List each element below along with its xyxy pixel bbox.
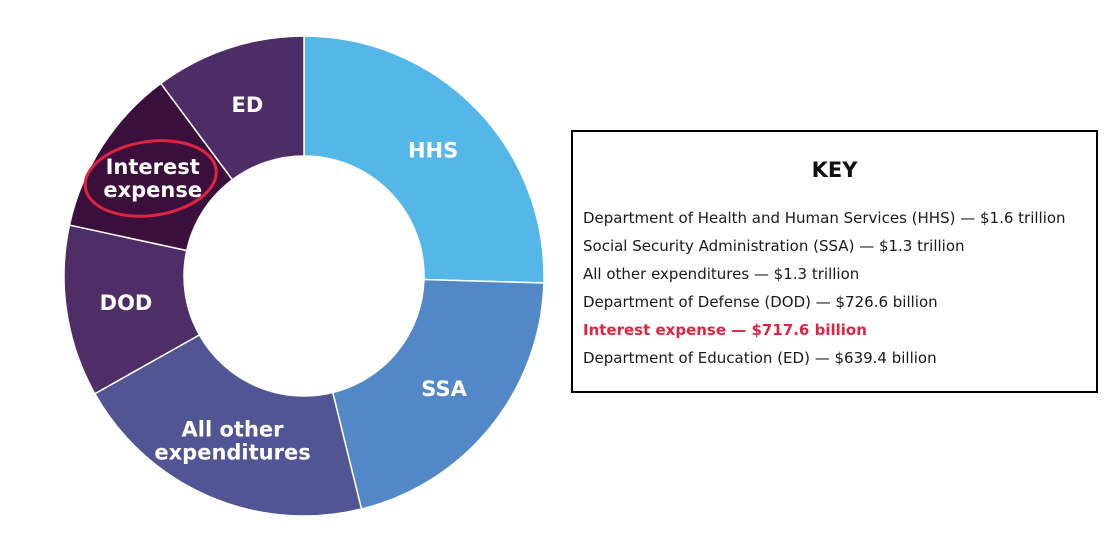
legend-item-hhs: Department of Health and Human Services … [583, 209, 1066, 227]
slice-hhs [303, 35, 545, 284]
legend-item-ssa: Social Security Administration (SSA) — $… [583, 237, 965, 255]
slice-label-all-other-expenditures: All other expenditures [154, 418, 310, 465]
slice-label-hhs: HHS [408, 139, 458, 163]
legend-title: KEY [811, 158, 858, 182]
slice-label-ssa: SSA [421, 377, 467, 401]
donut-chart: HHS SSA All other expenditures DOD Interest ex… [63, 35, 545, 517]
legend-key: KEY Department of Health and Human Servi… [571, 130, 1098, 393]
slice-label-ed: ED [232, 93, 264, 117]
legend-item-all-other: All other expenditures — $1.3 trillion [583, 265, 860, 283]
slice-all-other-expenditures [93, 333, 363, 517]
legend-item-interest-expense: Interest expense — $717.6 billion [583, 321, 867, 339]
highlight-circle [83, 139, 218, 218]
slice-label-dod: DOD [100, 291, 153, 315]
legend-list: Department of Health and Human Services … [583, 204, 1066, 372]
slice-ed [159, 35, 305, 181]
slice-label-interest-expense: Interest expense [103, 155, 202, 202]
legend-item-dod: Department of Defense (DOD) — $726.6 bil… [583, 293, 938, 311]
legend-item-ed: Department of Education (ED) — $639.4 bi… [583, 349, 937, 367]
slice-ssa [331, 278, 545, 510]
